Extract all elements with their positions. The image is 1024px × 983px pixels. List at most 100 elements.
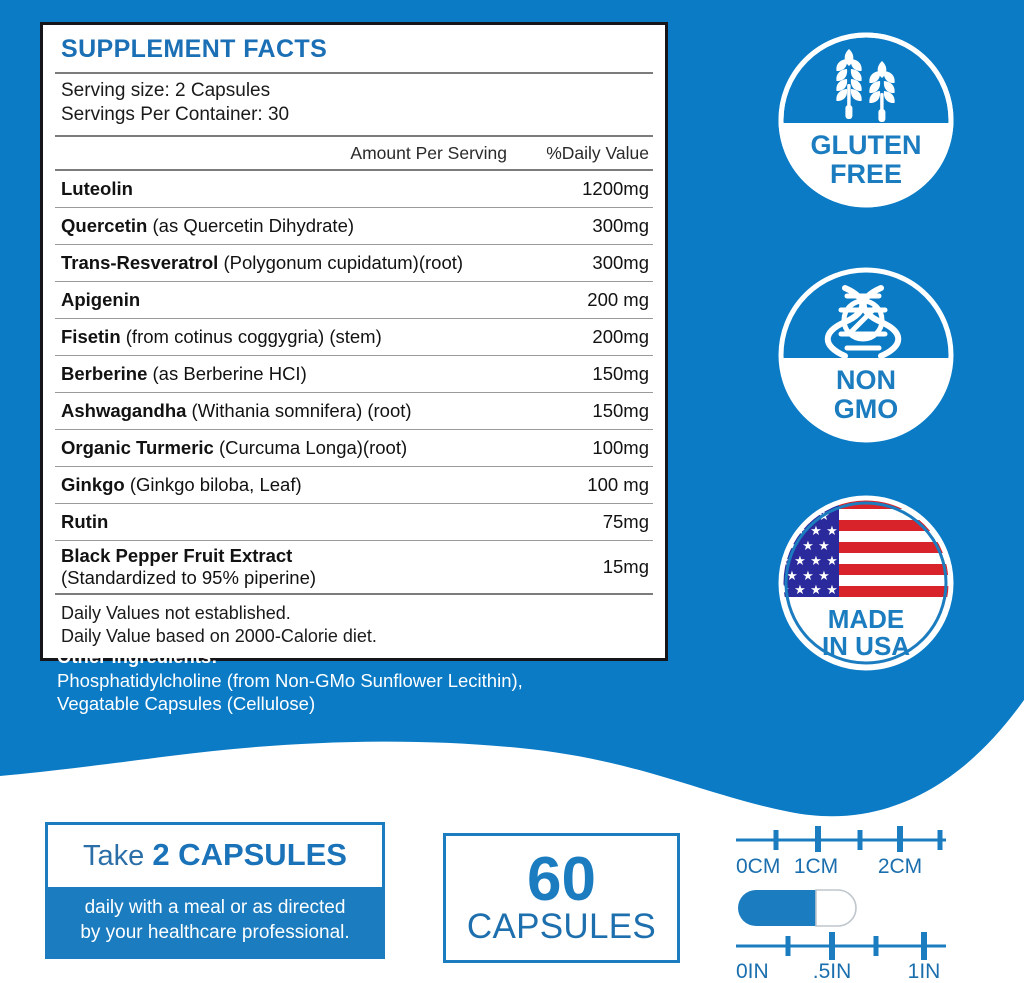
badge-gluten-free: GLUTEN FREE <box>773 27 959 213</box>
svg-text:★: ★ <box>818 568 830 583</box>
capsule-size-ruler: 0CM 1CM 2CM 0IN .5IN 1IN <box>728 818 958 978</box>
directions-take-prefix: Take <box>83 840 153 872</box>
ingredient-name: Apigenin <box>61 289 507 311</box>
ingredient-name-main: Organic Turmeric <box>61 436 214 458</box>
svg-text:★: ★ <box>810 553 822 568</box>
ruler-in-label-1: .5IN <box>813 960 852 978</box>
ingredient-row: Rutin 75mg <box>55 504 653 540</box>
ingredient-name-main: Apigenin <box>61 288 141 310</box>
ingredient-name-main: Fisetin <box>61 325 121 347</box>
capsule-count-label: CAPSULES <box>466 907 657 947</box>
ingredient-row: Trans-Resveratrol (Polygonum cupidatum)(… <box>55 245 653 281</box>
ingredient-row: Fisetin (from cotinus coggygria) (stem) 2… <box>55 319 653 355</box>
ingredient-name-main: Ginkgo <box>61 473 125 495</box>
badge-made-in-usa-line-2: IN USA <box>822 631 910 661</box>
badge-gluten-free-line-2: FREE <box>830 159 902 189</box>
capsule-count-number: 60 <box>527 844 596 914</box>
svg-text:★: ★ <box>826 582 838 597</box>
svg-text:★: ★ <box>778 523 790 538</box>
ingredient-row: Luteolin 1200mg <box>55 171 653 207</box>
ingredient-amount: 300mg <box>592 251 649 273</box>
other-ingredients-line-1: Phosphatidylcholine (from Non-GMo Sunflo… <box>57 669 523 691</box>
ingredient-row: Black Pepper Fruit Extract (Standardized … <box>55 541 653 593</box>
ingredient-name-main: Berberine <box>61 362 148 384</box>
ingredient-row: Quercetin (as Quercetin Dihydrate) 300mg <box>55 208 653 244</box>
divider <box>55 280 653 282</box>
ingredient-name-main: Luteolin <box>61 177 133 199</box>
svg-text:★: ★ <box>794 493 806 508</box>
serving-size: Serving size: 2 Capsules <box>61 80 271 101</box>
svg-text:★: ★ <box>794 553 806 568</box>
ingredient-name-qualifier: (as Quercetin Dihydrate) <box>147 214 355 236</box>
ingredient-row: Organic Turmeric (Curcuma Longa)(root) 10… <box>55 430 653 466</box>
directions-detail: daily with a meal or as directed by your… <box>48 887 382 957</box>
servings-per-container: Servings Per Container: 30 <box>61 104 290 126</box>
svg-text:★: ★ <box>786 508 798 523</box>
divider <box>55 134 653 137</box>
footnote-line-1: Daily Values not established. <box>61 603 291 623</box>
ingredient-amount: 300mg <box>592 214 649 236</box>
svg-text:★: ★ <box>810 523 822 538</box>
divider <box>55 72 653 74</box>
divider <box>55 317 653 319</box>
ingredient-amount: 100 mg <box>587 473 649 495</box>
svg-text:★: ★ <box>778 493 790 508</box>
directions-headline: Take 2 CAPSULES <box>48 825 382 887</box>
other-ingredients-block: Other ingredients: Phosphatidylcholine (… <box>57 645 697 716</box>
wheat-icon <box>836 49 895 122</box>
badge-made-in-usa-line-1: MADE <box>828 604 905 634</box>
capsule-count-box: 60 CAPSULES <box>443 833 680 963</box>
divider <box>55 168 653 171</box>
capsule-icon <box>738 889 857 927</box>
ingredient-name: Ginkgo (Ginkgo biloba, Leaf) <box>61 474 507 496</box>
ingredient-name: Ashwagandha (Withania somnifera) (root) <box>61 400 507 422</box>
ingredient-name-main: Ashwagandha <box>61 399 187 421</box>
svg-text:★: ★ <box>802 538 814 553</box>
svg-text:★: ★ <box>802 568 814 583</box>
divider <box>55 391 653 393</box>
svg-text:★: ★ <box>826 553 838 568</box>
divider <box>55 502 653 504</box>
ingredient-name: Organic Turmeric (Curcuma Longa)(root) <box>61 437 507 459</box>
directions-box: Take 2 CAPSULES daily with a meal or as … <box>45 822 385 960</box>
ruler-in-label-2: 1IN <box>908 960 941 978</box>
ruler-cm-label-0: 0CM <box>736 855 780 878</box>
svg-text:★: ★ <box>826 523 838 538</box>
ingredient-name-main: Trans-Resveratrol <box>61 251 219 273</box>
ruler-cm-scale <box>736 826 946 852</box>
ingredient-name-qualifier: (Curcuma Longa)(root) <box>213 436 408 458</box>
divider <box>55 539 653 541</box>
ingredient-name-qualifier: (Ginkgo biloba, Leaf) <box>124 473 302 495</box>
ingredient-name-qualifier: (as Berberine HCI) <box>147 362 307 384</box>
ingredient-name: Berberine (as Berberine HCI) <box>61 363 507 385</box>
ingredient-name: Luteolin <box>61 178 507 200</box>
ingredient-name: Fisetin (from cotinus coggygria) (stem) <box>61 326 507 348</box>
directions-detail-line-1: daily with a meal or as directed <box>84 897 346 918</box>
divider <box>55 354 653 356</box>
ruler-cm-label-2: 2CM <box>878 855 922 878</box>
ingredient-name: Quercetin (as Quercetin Dihydrate) <box>61 215 507 237</box>
svg-text:★: ★ <box>818 538 830 553</box>
svg-text:★: ★ <box>810 493 822 508</box>
divider <box>55 593 653 595</box>
svg-text:★: ★ <box>810 582 822 597</box>
table-column-headers: Amount Per Serving %Daily Value <box>55 137 653 169</box>
badge-non-gmo: NON GMO <box>773 262 959 448</box>
badge-made-in-usa: ★ ★ ★ ★ ★ ★ ★ ★ ★ ★ ★ ★ ★ ★ ★ ★ ★ ★ ★ ★ ★ ★ ★ ★ ★ MADE IN … <box>773 490 959 676</box>
divider <box>55 428 653 430</box>
ingredient-amount: 200mg <box>592 325 649 347</box>
ingredient-amount: 1200mg <box>582 177 649 199</box>
other-ingredients-line-2: Vegatable Capsules (Cellulose) <box>57 693 316 715</box>
divider <box>55 243 653 245</box>
column-header-daily-value: %Daily Value <box>546 142 649 163</box>
ingredient-row: Apigenin 200 mg <box>55 282 653 318</box>
footnotes: Daily Values not established. Daily Valu… <box>55 595 653 658</box>
ingredient-rows: Luteolin 1200mg Quercetin (as Quercetin Di… <box>55 171 653 593</box>
serving-info: Serving size: 2 Capsules Servings Per Co… <box>55 74 653 135</box>
divider <box>55 465 653 467</box>
column-header-amount: Amount Per Serving <box>350 142 507 163</box>
no-symbol-icon <box>841 298 885 342</box>
ingredient-amount: 200 mg <box>587 288 649 310</box>
ingredient-name-main: Black Pepper Fruit Extract <box>61 544 293 566</box>
